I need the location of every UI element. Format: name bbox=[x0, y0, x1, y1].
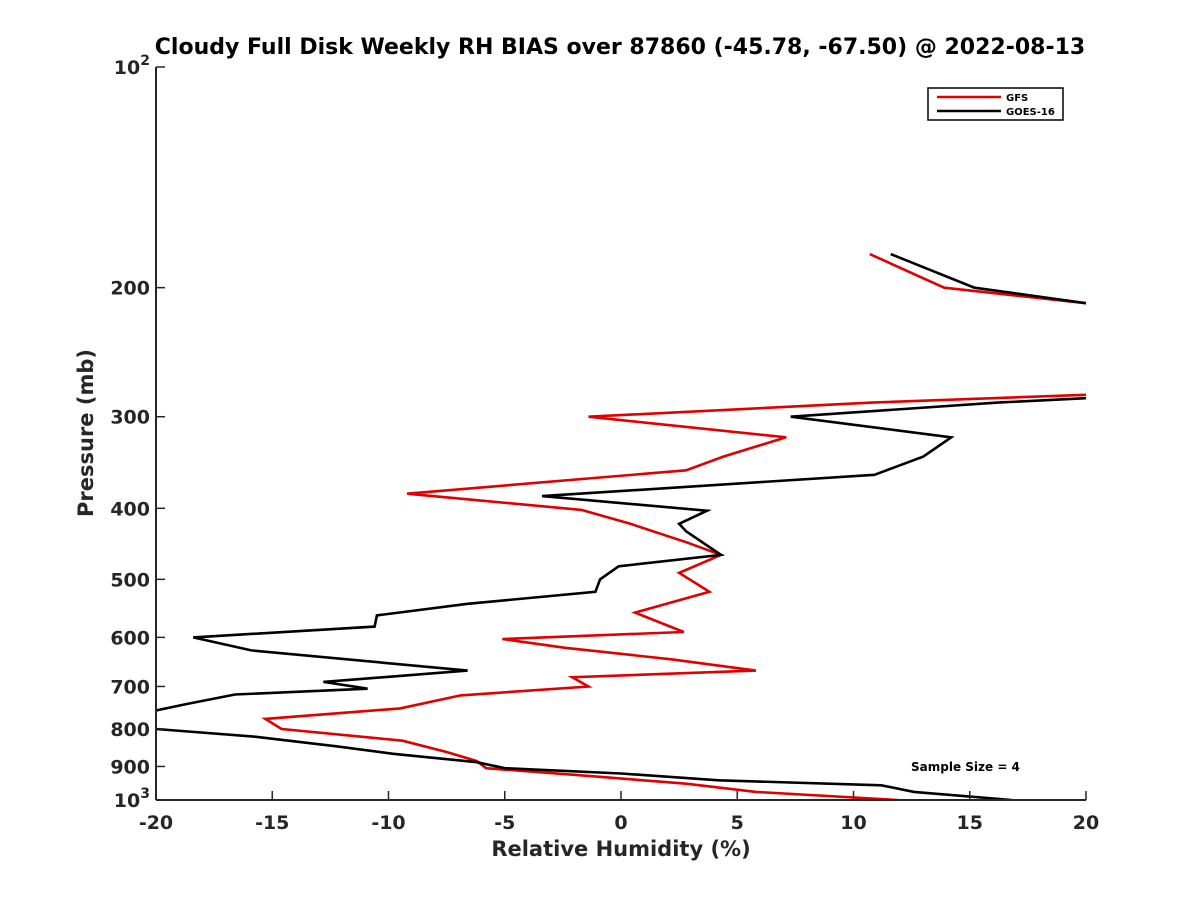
series-line-gfs-seg1 bbox=[261, 393, 1086, 800]
series-line-gfs-seg0 bbox=[869, 252, 1086, 305]
x-tick-label: -15 bbox=[255, 812, 289, 834]
series-line-goes16-seg2 bbox=[156, 727, 1012, 800]
chart-title: Cloudy Full Disk Weekly RH BIAS over 878… bbox=[155, 35, 1085, 60]
x-ticks: -20 -15 -10 -5 0 5 10 15 20 bbox=[139, 791, 1099, 834]
x-axis-label: Relative Humidity (%) bbox=[491, 837, 750, 861]
y-tick-label: 400 bbox=[110, 498, 150, 520]
series-line-goes16-seg1 bbox=[156, 396, 1086, 712]
legend-label-goes16: GOES-16 bbox=[1006, 107, 1055, 118]
y-ticks: 102 200 300 400 500 600 700 800 900 103 bbox=[110, 53, 165, 812]
x-tick-label: 5 bbox=[731, 812, 744, 834]
x-tick-label: -20 bbox=[139, 812, 173, 834]
y-tick-label: 900 bbox=[110, 756, 150, 778]
y-tick-label: 300 bbox=[110, 407, 150, 429]
x-tick-label: -5 bbox=[494, 812, 515, 834]
y-tick-label: 500 bbox=[110, 569, 150, 591]
series-line-goes16-seg0 bbox=[890, 252, 1086, 305]
x-tick-label: 0 bbox=[614, 812, 627, 834]
series-layer bbox=[156, 252, 1086, 800]
y-tick-label: 700 bbox=[110, 676, 150, 698]
y-axis-label: Pressure (mb) bbox=[74, 349, 98, 517]
x-tick-label: -10 bbox=[371, 812, 405, 834]
x-tick-label: 15 bbox=[957, 812, 983, 834]
sample-size-annotation: Sample Size = 4 bbox=[911, 760, 1020, 774]
legend-label-gfs: GFS bbox=[1006, 93, 1028, 104]
legend-box bbox=[927, 87, 1064, 121]
x-tick-label: 10 bbox=[840, 812, 866, 834]
legend: GFS GOES-16 bbox=[927, 87, 1064, 121]
y-tick-label: 102 bbox=[114, 53, 150, 79]
y-tick-label: 200 bbox=[110, 278, 150, 300]
y-tick-label: 800 bbox=[110, 719, 150, 741]
y-tick-label: 600 bbox=[110, 627, 150, 649]
x-tick-label: 20 bbox=[1073, 812, 1099, 834]
y-tick-label: 103 bbox=[114, 786, 150, 812]
